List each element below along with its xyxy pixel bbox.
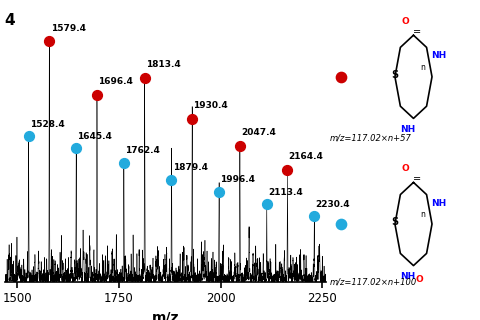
Text: m/z=117.02×n+100: m/z=117.02×n+100 [330, 277, 417, 286]
Point [141, 75, 148, 80]
Point [120, 160, 128, 165]
Text: n: n [420, 210, 425, 219]
Point [93, 92, 101, 97]
Point [25, 133, 33, 138]
Point [284, 167, 291, 172]
Text: 1930.4: 1930.4 [193, 101, 228, 110]
Text: 1879.4: 1879.4 [173, 163, 208, 172]
Point [263, 201, 271, 206]
Text: 2164.4: 2164.4 [288, 152, 324, 161]
Text: =: = [413, 174, 420, 184]
Text: O: O [402, 164, 409, 173]
X-axis label: m/z: m/z [152, 311, 180, 320]
Point [337, 74, 345, 79]
Point [46, 38, 53, 44]
Point [72, 145, 80, 150]
Text: NH: NH [431, 52, 446, 60]
Text: S: S [391, 217, 398, 228]
Text: 2230.4: 2230.4 [315, 200, 350, 209]
Text: NH: NH [400, 125, 415, 134]
Text: 1528.4: 1528.4 [30, 120, 64, 129]
Text: NH: NH [431, 199, 446, 208]
Point [236, 143, 244, 148]
Text: 4: 4 [5, 13, 15, 28]
Point [215, 189, 223, 194]
Text: O: O [402, 17, 409, 26]
Point [168, 177, 175, 182]
Text: NH: NH [400, 272, 415, 281]
Point [188, 116, 196, 121]
Point [337, 221, 345, 227]
Text: m/z=117.02×n+57: m/z=117.02×n+57 [330, 133, 411, 142]
Text: 1645.4: 1645.4 [77, 132, 112, 141]
Text: 1996.4: 1996.4 [220, 175, 255, 184]
Text: O: O [416, 275, 424, 284]
Text: 1696.4: 1696.4 [98, 77, 133, 86]
Point [311, 213, 318, 219]
Text: 1579.4: 1579.4 [50, 24, 85, 33]
Text: 2113.4: 2113.4 [268, 188, 303, 196]
Text: 1813.4: 1813.4 [146, 60, 180, 69]
Text: =: = [413, 27, 420, 37]
Text: 1762.4: 1762.4 [125, 146, 160, 155]
Text: n: n [420, 63, 425, 72]
Text: S: S [391, 70, 398, 80]
Text: 2047.4: 2047.4 [241, 128, 276, 137]
